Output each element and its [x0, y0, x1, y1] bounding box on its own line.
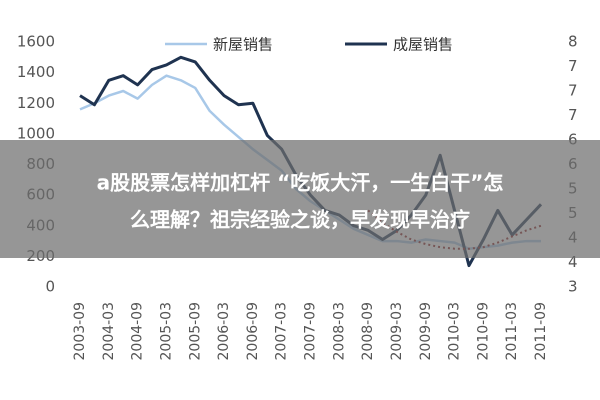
x-tick-label: 2004-03	[101, 302, 117, 361]
x-tick-label: 2003-09	[72, 302, 88, 361]
legend-label: 新屋销售	[213, 36, 273, 54]
y-tick-label: 1200	[17, 94, 55, 112]
y-tick-label: 1600	[17, 33, 55, 51]
x-tick-label: 2009-09	[418, 302, 434, 361]
y2-tick-label: 8	[568, 33, 578, 51]
x-tick-label: 2010-03	[447, 302, 463, 361]
legend-label: 成屋销售	[393, 36, 453, 54]
y2-tick-label: 3	[568, 278, 578, 296]
x-tick-label: 2011-09	[533, 302, 549, 361]
banner	[0, 140, 600, 258]
y2-tick-label: 7	[568, 57, 578, 75]
x-tick-label: 2011-03	[504, 302, 520, 361]
y-tick-label: 1000	[17, 124, 55, 142]
x-tick-label: 2009-03	[389, 302, 405, 361]
x-tick-label: 2008-03	[331, 302, 347, 361]
x-tick-label: 2007-09	[303, 302, 319, 361]
x-tick-label: 2005-03	[158, 302, 174, 361]
banner-text: a股股票怎样加杠杆 “吃饭大汗，一生白干”怎	[97, 171, 504, 195]
y-tick-label: 1400	[17, 63, 55, 81]
x-tick-label: 2008-09	[360, 302, 376, 361]
x-tick-label: 2010-09	[475, 302, 491, 361]
x-tick-label: 2007-03	[274, 302, 290, 361]
y2-tick-label: 6	[568, 131, 578, 149]
y2-tick-label: 7	[568, 82, 578, 100]
y2-tick-label: 4	[568, 253, 578, 271]
x-tick-label: 2006-03	[216, 302, 232, 361]
y2-tick-label: 7	[568, 106, 578, 124]
banner-text: 么理解？祖宗经验之谈，早发现早治疗	[130, 208, 470, 232]
x-tick-label: 2004-09	[130, 302, 146, 361]
x-tick-label: 2006-09	[245, 302, 261, 361]
y-tick-label: 0	[45, 278, 55, 296]
x-tick-label: 2005-09	[187, 302, 203, 361]
